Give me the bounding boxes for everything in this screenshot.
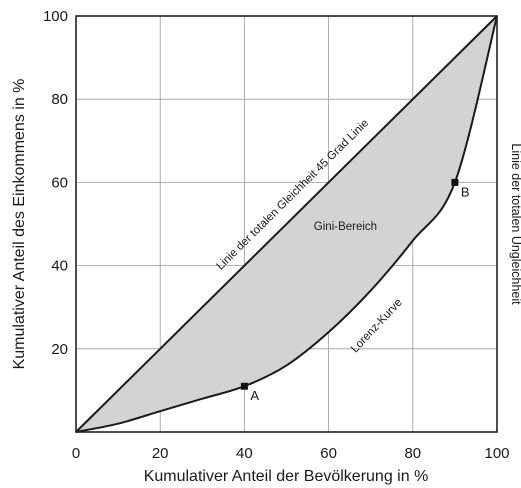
tick-labels: 0 20 40 60 80 100 20 40 60 80 100 bbox=[43, 8, 510, 462]
point-label: B bbox=[461, 184, 470, 199]
lorenz-curve bbox=[75, 15, 498, 433]
point-marker bbox=[240, 382, 248, 390]
plot-frame bbox=[75, 15, 498, 433]
x-tick-label: 40 bbox=[236, 445, 253, 462]
y-axis-title: Kumulativer Anteil des Einkommens in % bbox=[11, 79, 28, 370]
x-tick-label: 80 bbox=[404, 445, 421, 462]
x-axis-title: Kumulativer Anteil der Bevölkerung in % bbox=[144, 468, 429, 485]
y-tick-label: 80 bbox=[51, 91, 68, 108]
point-marker bbox=[451, 178, 459, 186]
x-tick-label: 20 bbox=[152, 445, 169, 462]
marked-points: AB bbox=[240, 178, 470, 403]
equality-line bbox=[75, 15, 498, 433]
point-label: A bbox=[250, 388, 259, 403]
right-axis-label: Linie der totalen Ungleichheit bbox=[509, 143, 521, 305]
x-tick-label: 0 bbox=[72, 445, 80, 462]
y-tick-label: 20 bbox=[51, 341, 68, 358]
x-tick-label: 60 bbox=[320, 445, 337, 462]
y-tick-label: 60 bbox=[51, 174, 68, 191]
gini-area-label: Gini-Bereich bbox=[314, 221, 377, 233]
series-lines bbox=[75, 15, 498, 433]
y-tick-label: 40 bbox=[51, 258, 68, 275]
y-tick-label: 100 bbox=[43, 8, 68, 25]
x-tick-label: 100 bbox=[484, 445, 509, 462]
